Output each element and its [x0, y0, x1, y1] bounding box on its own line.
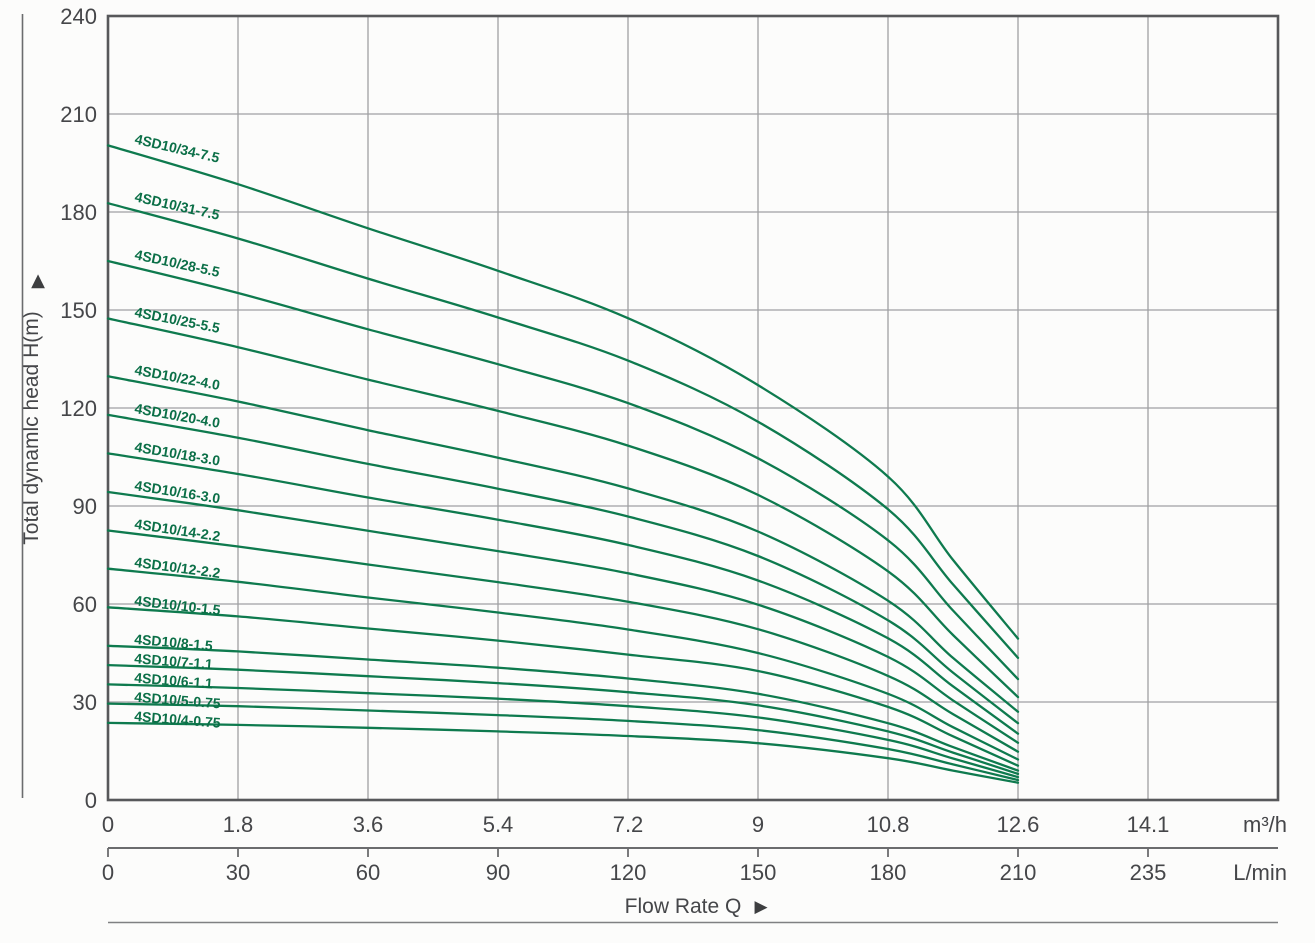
y-tick-label: 60: [73, 592, 97, 617]
x-tick-label-lmin: 30: [226, 860, 250, 885]
y-tick-label: 30: [73, 690, 97, 715]
y-axis-title: Total dynamlc head H(m): [20, 311, 43, 544]
x-tick-label-m3h: 14.1: [1127, 812, 1170, 837]
x-tick-label-m3h: 12.6: [997, 812, 1040, 837]
x-axis-unit-lmin: L/min: [1233, 860, 1287, 885]
pump-curves: [106, 144, 1020, 784]
curve-label-4SD10-12-2-2: 4SD10/12-2.2: [134, 554, 222, 581]
y-tick-label: 210: [60, 102, 97, 127]
x-tick-label-lmin: 150: [740, 860, 777, 885]
gridlines: [108, 16, 1278, 800]
curve-label-4SD10-28-5-5: 4SD10/28-5.5: [133, 246, 221, 280]
x-tick-label-m3h: 7.2: [613, 812, 644, 837]
curve-4SD10-25-5-5: [106, 317, 1020, 699]
x-tick-label-lmin: 210: [1000, 860, 1037, 885]
x-axis-unit-m3h: m³/h: [1243, 812, 1287, 837]
curve-4SD10-7-1-1: [106, 663, 1020, 776]
right-arrow-icon: ▶: [754, 897, 768, 917]
x-tick-label-m3h: 9: [752, 812, 764, 837]
x-tick-label-lmin: 235: [1130, 860, 1167, 885]
curve-4SD10-20-4-0: [106, 413, 1020, 725]
y-tick-label: 90: [73, 494, 97, 519]
curve-label-4SD10-7-1-1: 4SD10/7-1.1: [134, 650, 214, 672]
x-tick-label-lmin: 180: [870, 860, 907, 885]
x-axis-title: Flow Rate Q: [625, 895, 742, 918]
curve-label-4SD10-31-7-5: 4SD10/31-7.5: [133, 188, 221, 222]
x-tick-label-m3h: 0: [102, 812, 114, 837]
x-tick-label-m3h: 10.8: [867, 812, 910, 837]
x-tick-label-m3h: 3.6: [353, 812, 384, 837]
lmin-axis: [107, 847, 1278, 857]
curve-4SD10-18-3-0: [106, 452, 1020, 735]
x-tick-label-lmin: 0: [102, 860, 114, 885]
curve-label-4SD10-8-1-5: 4SD10/8-1.5: [134, 631, 214, 654]
curve-label-4SD10-6-1-1: 4SD10/6-1.1: [134, 669, 214, 691]
plot-border: [106, 14, 1280, 802]
y-tick-label: 180: [60, 200, 97, 225]
curve-4SD10-4-0-75: [106, 721, 1020, 784]
curve-4SD10-14-2-2: [106, 529, 1020, 753]
curve-label-4SD10-10-1-5: 4SD10/10-1.5: [134, 592, 222, 618]
x-tick-label-lmin: 90: [486, 860, 510, 885]
curve-4SD10-5-0-75: [106, 702, 1020, 782]
up-arrow-icon: ▲: [31, 270, 45, 291]
y-axis-tick-labels: 240 210 180 150 120 90 60 30 0: [60, 4, 97, 813]
curve-4SD10-16-3-0: [106, 490, 1020, 744]
curve-4SD10-34-7-5: [106, 144, 1020, 640]
x-tick-label-lmin: 120: [610, 860, 647, 885]
curve-4SD10-22-4-0: [106, 375, 1020, 713]
x-tick-label-m3h: 1.8: [223, 812, 254, 837]
curve-label-4SD10-5-0-75: 4SD10/5-0.75: [134, 689, 222, 712]
y-tick-label: 120: [60, 396, 97, 421]
curve-4SD10-12-2-2: [106, 567, 1020, 761]
curve-4SD10-6-1-1: [106, 683, 1020, 779]
x-axis-lmin-tick-labels: 0 30 60 90 120 150 180 210 235: [102, 860, 1166, 885]
y-tick-label: 0: [85, 788, 97, 813]
curve-label-4SD10-34-7-5: 4SD10/34-7.5: [133, 131, 221, 166]
x-tick-label-m3h: 5.4: [483, 812, 514, 837]
x-tick-label-lmin: 60: [356, 860, 380, 885]
curve-label-4SD10-4-0-75: 4SD10/4-0.75: [134, 708, 222, 731]
y-tick-label: 240: [60, 4, 97, 29]
curve-4SD10-10-1-5: [106, 606, 1020, 767]
y-tick-label: 150: [60, 298, 97, 323]
curve-4SD10-28-5-5: [106, 259, 1020, 681]
curve-label-4SD10-22-4-0: 4SD10/22-4.0: [133, 362, 221, 394]
x-axis-m3h-tick-labels: 0 1.8 3.6 5.4 7.2 9 10.8 12.6 14.1: [102, 812, 1170, 837]
curve-4SD10-8-1-5: [106, 644, 1020, 772]
curve-label-4SD10-25-5-5: 4SD10/25-5.5: [133, 304, 221, 336]
curve-4SD10-31-7-5: [106, 202, 1020, 660]
